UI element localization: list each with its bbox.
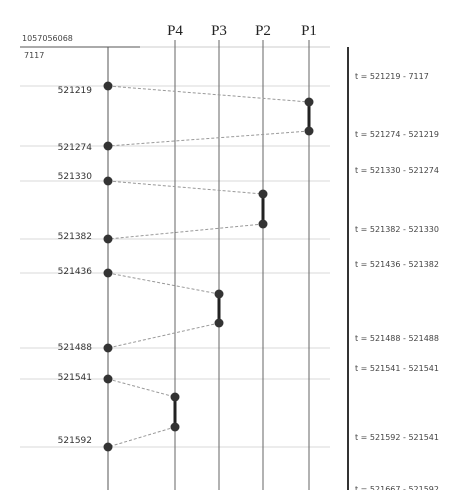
process-dot bbox=[258, 219, 268, 229]
time-label: 521274 bbox=[58, 143, 93, 153]
process-label: P3 bbox=[211, 23, 227, 39]
time-dot bbox=[103, 141, 113, 151]
reply bbox=[107, 426, 176, 448]
time-dot bbox=[103, 442, 113, 452]
process-dot bbox=[170, 422, 180, 432]
time-dot bbox=[103, 268, 113, 278]
interval-label: t = 521436 - 521382 bbox=[355, 260, 439, 269]
time-dot bbox=[103, 81, 113, 91]
time-label: 521592 bbox=[58, 436, 92, 446]
interval-label: t = 521541 - 521541 bbox=[355, 364, 439, 373]
process-dot bbox=[214, 318, 224, 328]
request bbox=[107, 85, 310, 103]
interval-label: t = 521488 - 521488 bbox=[355, 334, 439, 343]
process-dot bbox=[304, 97, 314, 107]
time-label: 521330 bbox=[58, 172, 93, 182]
process-label: P2 bbox=[255, 23, 271, 39]
time-label: 521488 bbox=[58, 343, 93, 353]
sub-label: 7117 bbox=[24, 51, 44, 60]
time-dot bbox=[103, 343, 113, 353]
request bbox=[107, 272, 220, 295]
time-label: 521219 bbox=[58, 86, 93, 96]
time-label: 521382 bbox=[58, 232, 92, 242]
interval-label: t = 521219 - 7117 bbox=[355, 72, 429, 81]
time-dot bbox=[103, 176, 113, 186]
process-label: P1 bbox=[301, 23, 317, 39]
request bbox=[107, 378, 176, 398]
process-label: P4 bbox=[167, 23, 183, 39]
time-label: 521541 bbox=[58, 373, 92, 383]
interval-label: t = 521274 - 521219 bbox=[355, 130, 439, 139]
request bbox=[107, 180, 264, 195]
reply bbox=[107, 223, 264, 240]
interval-label: t = 521667 - 521592 bbox=[355, 485, 439, 490]
process-dot bbox=[170, 392, 180, 402]
reply bbox=[107, 322, 220, 349]
time-dot bbox=[103, 234, 113, 244]
process-dot bbox=[304, 126, 314, 136]
time-dot bbox=[103, 374, 113, 384]
process-dot bbox=[258, 189, 268, 199]
interval-label: t = 521592 - 521541 bbox=[355, 433, 439, 442]
process-dot bbox=[214, 289, 224, 299]
reply bbox=[107, 130, 310, 147]
time-label: 521436 bbox=[58, 267, 93, 277]
top-label: 1057056068 bbox=[22, 34, 73, 43]
interval-label: t = 521330 - 521274 bbox=[355, 166, 439, 175]
interval-label: t = 521382 - 521330 bbox=[355, 225, 439, 234]
